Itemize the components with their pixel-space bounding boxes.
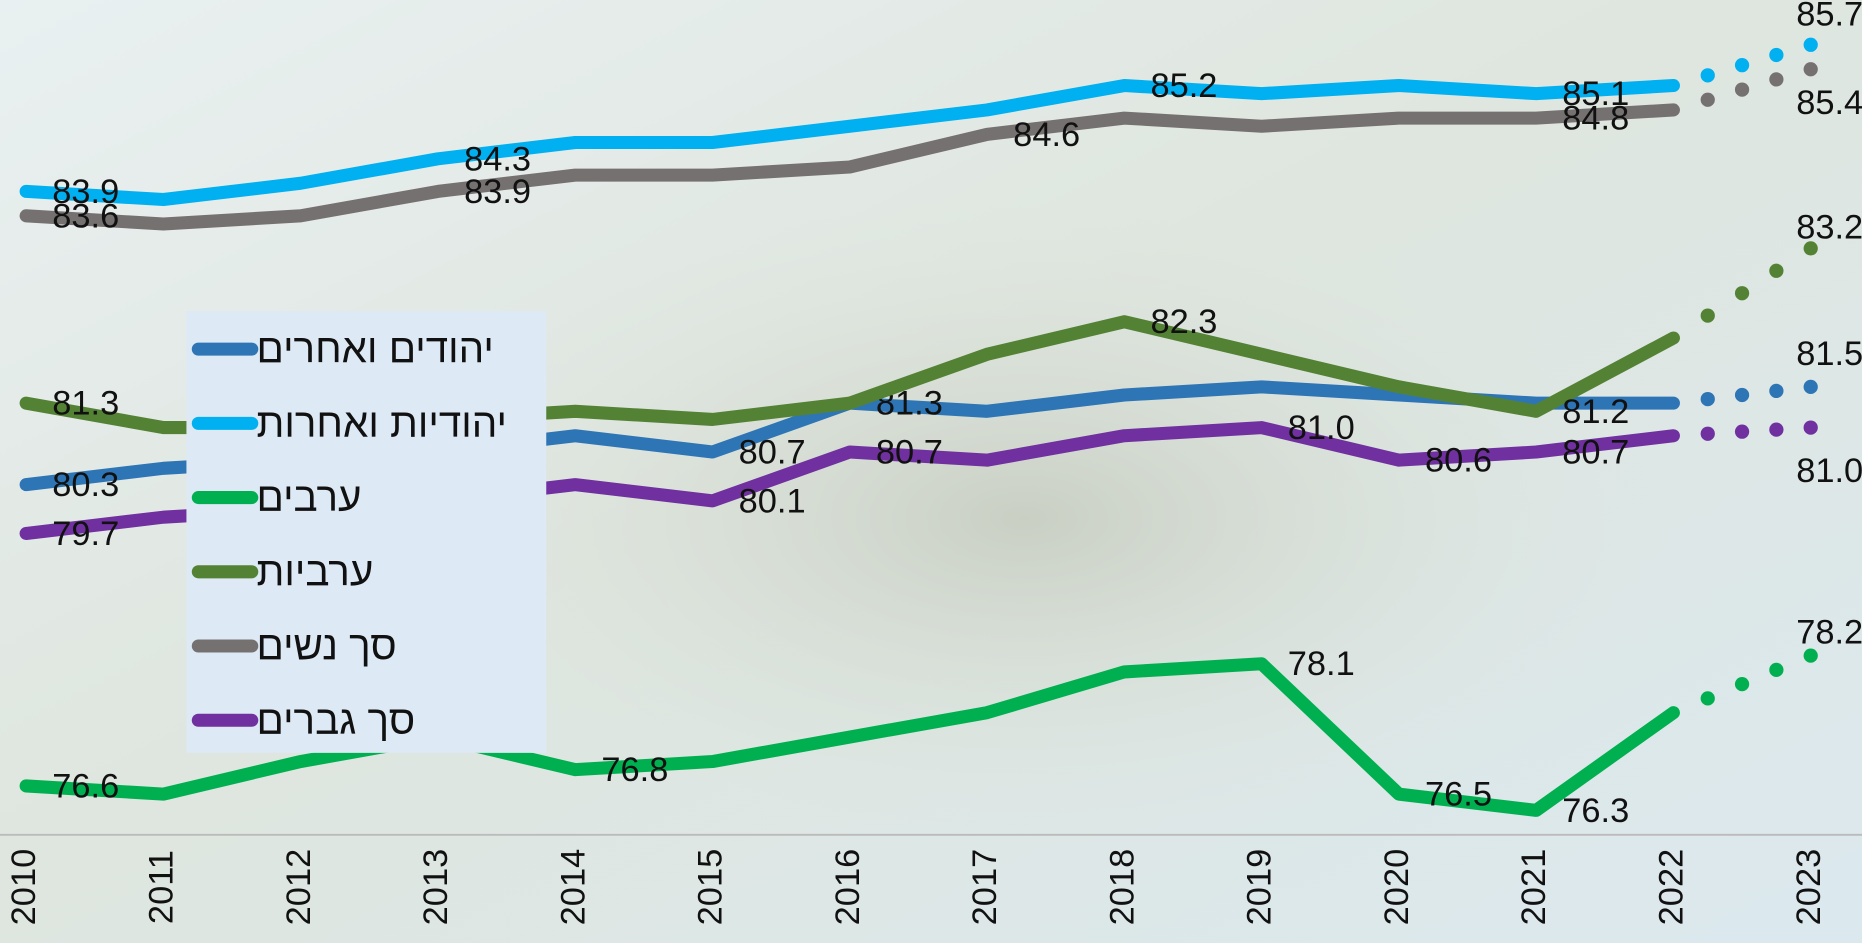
projection-dot (1734, 58, 1750, 73)
projection-dot (1803, 37, 1818, 52)
legend-box (186, 311, 547, 753)
projection-dot (1803, 62, 1818, 77)
projection-dot (1769, 383, 1784, 399)
projection-dot (1734, 387, 1750, 403)
data-label: 80.7 (1562, 433, 1629, 471)
data-label: 83.6 (52, 197, 119, 235)
x-tick-label: 2020 (1378, 849, 1416, 926)
legend-label: סך גברים (257, 696, 416, 742)
data-label: 85.7 (1796, 0, 1862, 33)
x-tick-label: 2015 (692, 849, 730, 926)
data-label: 83.9 (464, 173, 531, 211)
data-label: 79.7 (52, 515, 119, 553)
data-label: 80.1 (739, 482, 806, 520)
x-tick-label: 2023 (1790, 849, 1828, 926)
data-label: 80.3 (52, 466, 119, 504)
x-tick-label: 2016 (829, 849, 867, 926)
data-label: 81.0 (1288, 409, 1355, 447)
series-line (19, 657, 1680, 817)
x-tick-label: 2014 (554, 849, 592, 926)
projection-dot (1803, 241, 1818, 256)
data-label: 81.3 (52, 385, 119, 423)
legend-label: יהודים ואחרים (257, 325, 494, 371)
projection-dot (1769, 422, 1784, 437)
projection-dot (1734, 82, 1750, 97)
data-label: 84.3 (464, 140, 531, 178)
projection-dot (1769, 263, 1784, 278)
projection-dot (1769, 47, 1784, 63)
projection-dot (1769, 72, 1784, 87)
projection-dot (1803, 379, 1818, 394)
data-label: 76.3 (1562, 792, 1629, 830)
data-label: 76.8 (601, 751, 668, 789)
data-label: 83.2 (1796, 209, 1862, 247)
x-tick-label: 2021 (1515, 849, 1553, 926)
projection-dot (1700, 68, 1715, 83)
legend-label: סך נשים (257, 622, 397, 668)
data-label: 80.6 (1425, 442, 1492, 480)
projection-dot (1700, 308, 1715, 323)
x-tick-label: 2013 (417, 849, 455, 926)
x-tick-label: 2010 (5, 849, 43, 926)
data-label: 83.9 (52, 173, 119, 211)
projection-dot (1700, 92, 1715, 107)
x-tick-label: 2018 (1103, 849, 1141, 926)
projection-dot (1734, 677, 1750, 692)
projection-dot (1803, 648, 1818, 663)
projection-dot (1734, 286, 1750, 301)
series-line (19, 103, 1680, 231)
data-label: 81.0 (1796, 452, 1862, 490)
x-tick-label: 2011 (142, 850, 180, 924)
data-label: 82.3 (1150, 303, 1217, 341)
x-tick-label: 2017 (966, 849, 1004, 926)
data-label: 78.1 (1288, 645, 1355, 683)
legend-label: ערביות (257, 548, 374, 594)
projection-dot (1803, 420, 1818, 435)
data-label: 81.5 (1796, 335, 1862, 373)
projection-dot (1769, 662, 1784, 678)
legend-label: יהודיות ואחרות (257, 399, 508, 445)
projection-dot (1700, 426, 1715, 441)
data-label: 85.2 (1150, 67, 1217, 105)
x-tick-label: 2012 (280, 849, 318, 926)
legend-label: ערבים (257, 474, 362, 520)
projection-dot (1700, 691, 1715, 706)
data-label: 76.5 (1425, 776, 1492, 814)
x-tick-label: 2022 (1653, 849, 1691, 926)
series-line (19, 78, 1680, 207)
data-label: 80.7 (876, 433, 943, 471)
data-label: 85.4 (1796, 84, 1862, 122)
x-tick-label: 2019 (1241, 849, 1279, 926)
projection-dot (1734, 424, 1750, 439)
data-label: 84.6 (1013, 116, 1080, 154)
projection-dot (1700, 391, 1715, 407)
legend: יהודים ואחרים יהודיות ואחרות ערבים ערביות סך… (186, 311, 547, 753)
data-label: 78.2 (1796, 613, 1862, 651)
data-label: 76.6 (52, 767, 119, 805)
data-label: 84.8 (1562, 100, 1629, 138)
data-label: 81.2 (1562, 393, 1629, 431)
